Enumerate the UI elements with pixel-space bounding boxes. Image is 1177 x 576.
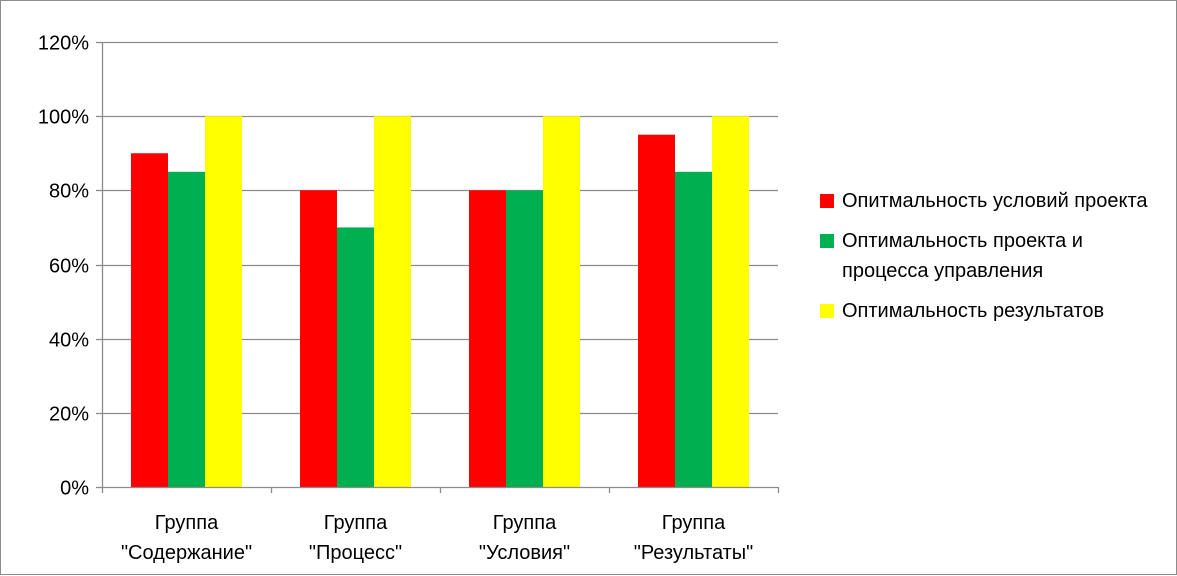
legend-item-series-3: Оптимальность результатов <box>818 296 1173 326</box>
legend-label-series-1: Опитмальность условий проекта <box>842 190 1148 212</box>
y-tick-label: 0% <box>60 478 89 500</box>
x-category-label: "Содержание" <box>121 542 252 564</box>
bar <box>374 116 411 488</box>
bars <box>131 116 749 488</box>
bar <box>131 153 168 487</box>
x-category-label: "Процесс" <box>309 542 402 564</box>
y-tick-label: 40% <box>49 330 89 352</box>
legend: Опитмальность условий проекта Оптимально… <box>818 186 1173 336</box>
y-tick-label: 20% <box>49 404 89 426</box>
y-tick-label: 120% <box>38 33 89 55</box>
bar <box>337 227 374 487</box>
bar <box>506 190 543 488</box>
bar <box>469 190 506 488</box>
x-category-label: Группа <box>324 512 388 534</box>
axes <box>96 41 780 493</box>
y-tick-label: 80% <box>49 181 89 203</box>
legend-label-series-3: Оптимальность результатов <box>842 300 1105 322</box>
x-category-labels: Группа "Содержание" Группа "Процесс" Группа "… <box>121 512 753 564</box>
legend-item-series-1: Опитмальность условий проекта <box>818 186 1173 216</box>
bar <box>543 116 580 488</box>
y-tick-label: 60% <box>49 256 89 278</box>
y-tick-labels: 0% 20% 40% 60% 80% 100% 120% <box>38 33 89 500</box>
legend-label-series-2: Оптимальность проекта и процесса управле… <box>842 230 1083 282</box>
x-category-label: Группа <box>493 512 557 534</box>
bar <box>205 116 242 488</box>
bar <box>712 116 749 488</box>
legend-item-series-2: Оптимальность проекта и процесса управле… <box>818 226 1173 286</box>
bar <box>300 190 337 488</box>
x-category-label: Группа <box>662 512 726 534</box>
x-category-label: Группа <box>155 512 219 534</box>
y-tick-label: 100% <box>38 107 89 129</box>
bar <box>168 171 205 487</box>
bar <box>675 171 712 487</box>
x-category-label: "Результаты" <box>634 542 754 564</box>
bar <box>638 134 675 488</box>
legend-swatch-green <box>820 234 834 248</box>
x-category-label: "Условия" <box>479 542 570 564</box>
legend-swatch-yellow <box>820 304 834 318</box>
legend-swatch-red <box>820 194 834 208</box>
